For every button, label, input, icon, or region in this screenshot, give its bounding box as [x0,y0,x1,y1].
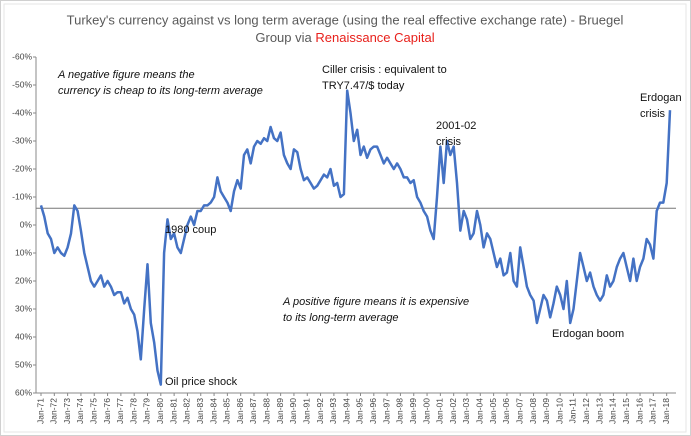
title-text: Group via [255,30,312,45]
y-tick-label: 20% [15,275,32,285]
x-tick-label: Jan-13 [594,398,604,424]
x-tick-label: Jan-82 [182,398,192,424]
annotation: 1980 coup [165,224,216,236]
x-tick-label: Jan-18 [661,398,671,424]
x-tick-label: Jan-92 [315,398,325,424]
y-tick-label: 40% [15,331,32,341]
annotation: 2001-02 [436,120,476,132]
annotation: crisis [640,108,666,120]
x-tick-label: Jan-14 [608,398,618,424]
x-tick-label: Jan-79 [142,398,152,424]
x-tick-label: Jan-81 [168,398,178,424]
x-tick-label: Jan-72 [49,398,59,424]
x-tick-label: Jan-04 [475,398,485,424]
y-tick-label: 0% [20,219,33,229]
chart-title: Turkey's currency against vs long term a… [67,12,624,27]
x-tick-label: Jan-05 [488,398,498,424]
x-tick-label: Jan-87 [248,398,258,424]
x-tick-label: Jan-99 [408,398,418,424]
x-tick-label: Jan-73 [62,398,72,424]
x-tick-label: Jan-07 [514,398,524,424]
annotation: A negative figure means the [57,69,195,81]
annotation: Erdogan [640,92,682,104]
annotation: to its long-term average [283,312,399,324]
x-tick-label: Jan-12 [581,398,591,424]
x-tick-label: Jan-09 [541,398,551,424]
x-tick-label: Jan-75 [88,398,98,424]
x-tick-label: Jan-78 [128,398,138,424]
x-tick-label: Jan-00 [421,398,431,424]
x-tick-label: Jan-88 [262,398,272,424]
x-tick-label: Jan-15 [621,398,631,424]
y-tick-label: 10% [15,247,32,257]
x-tick-label: Jan-90 [288,398,298,424]
x-tick-label: Jan-91 [301,398,311,424]
y-tick-label: -50% [12,79,32,89]
x-tick-label: Jan-85 [222,398,232,424]
annotation: currency is cheap to its long-term avera… [58,85,263,97]
y-tick-label: -30% [12,135,32,145]
x-tick-label: Jan-10 [554,398,564,424]
x-tick-label: Jan-94 [341,398,351,424]
annotation: Erdogan boom [552,328,624,340]
y-tick-label: 60% [15,387,32,397]
x-tick-label: Jan-74 [75,398,85,424]
x-tick-label: Jan-71 [35,398,45,424]
x-tick-label: Jan-08 [528,398,538,424]
x-tick-label: Jan-01 [435,398,445,424]
x-tick-label: Jan-89 [275,398,285,424]
title-source: Renaissance Capital [315,30,434,45]
x-tick-label: Jan-96 [368,398,378,424]
x-tick-label: Jan-93 [328,398,338,424]
annotation: A positive figure means it is expensive [282,296,469,308]
y-tick-label: 50% [15,359,32,369]
annotation: Ciller crisis : equivalent to [322,64,447,76]
x-tick-label: Jan-95 [355,398,365,424]
x-tick-label: Jan-83 [195,398,205,424]
x-tick-label: Jan-06 [501,398,511,424]
x-tick-label: Jan-02 [448,398,458,424]
annotation: crisis [436,136,462,148]
x-tick-label: Jan-97 [381,398,391,424]
y-tick-label: -40% [12,107,32,117]
data-line [39,89,672,386]
x-tick-label: Jan-17 [648,398,658,424]
chart-title: Group via Renaissance Capital [255,30,434,45]
x-tick-label: Jan-77 [115,398,125,424]
y-tick-label: -60% [12,51,32,61]
x-tick-label: Jan-86 [235,398,245,424]
annotation: TRY7.47/$ today [322,80,405,92]
x-tick-label: Jan-84 [208,398,218,424]
inner-frame [3,3,687,433]
x-tick-label: Jan-03 [461,398,471,424]
annotation: Oil price shock [165,376,238,388]
x-tick-label: Jan-98 [395,398,405,424]
y-tick-label: -10% [12,191,32,201]
y-tick-label: 30% [15,303,32,313]
x-tick-label: Jan-16 [634,398,644,424]
y-tick-label: -20% [12,163,32,173]
x-tick-label: Jan-11 [568,398,578,424]
x-tick-label: Jan-80 [155,398,165,424]
x-tick-label: Jan-76 [102,398,112,424]
